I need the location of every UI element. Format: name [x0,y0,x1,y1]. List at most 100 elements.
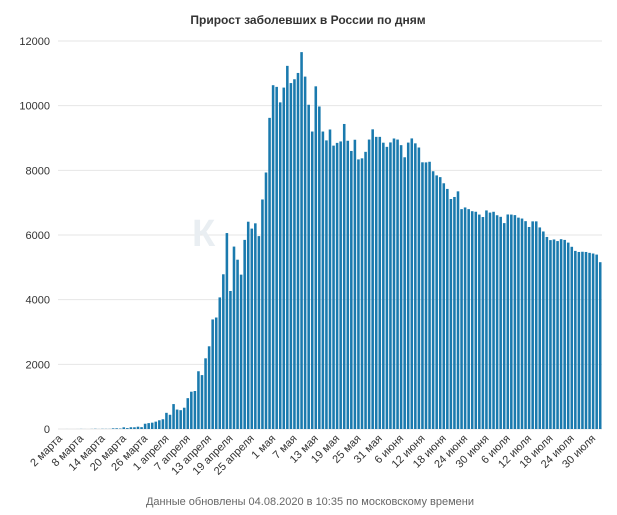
bar[interactable] [314,86,318,429]
bar[interactable] [424,162,428,429]
bar[interactable] [342,123,346,429]
bar[interactable] [261,199,264,429]
bar[interactable] [346,140,350,429]
bar[interactable] [232,246,236,429]
bar[interactable] [492,211,495,429]
bar[interactable] [467,209,470,429]
bar[interactable] [414,143,417,429]
bar[interactable] [165,412,168,429]
bar[interactable] [378,136,382,429]
bar[interactable] [488,212,492,429]
bar[interactable] [229,291,232,429]
bar[interactable] [186,398,190,429]
bar[interactable] [236,259,239,429]
bar[interactable] [460,209,463,429]
bar[interactable] [502,223,506,429]
bar[interactable] [438,177,442,429]
bar[interactable] [595,254,598,429]
bar[interactable] [211,319,214,429]
bar[interactable] [588,252,591,429]
bar[interactable] [399,145,403,429]
bar[interactable] [499,216,502,429]
bar[interactable] [350,150,353,429]
bar[interactable] [182,407,186,429]
bar[interactable] [453,196,456,429]
bar[interactable] [204,358,207,429]
bar[interactable] [239,274,243,429]
bar[interactable] [335,142,339,429]
bar[interactable] [154,421,158,429]
bar[interactable] [570,246,574,429]
bar[interactable] [218,297,222,429]
bar[interactable] [318,106,321,429]
bar[interactable] [129,427,133,429]
bar[interactable] [591,253,595,429]
bar[interactable] [158,420,161,429]
bar[interactable] [200,375,204,429]
bar[interactable] [584,251,588,429]
bar[interactable] [150,422,154,429]
bar[interactable] [563,239,566,429]
bar[interactable] [300,52,303,430]
bar[interactable] [367,139,371,430]
bar[interactable] [478,214,481,429]
bar[interactable] [474,211,478,429]
bar[interactable] [577,251,581,429]
bar[interactable] [307,104,310,429]
bar[interactable] [574,250,577,429]
bar[interactable] [446,188,449,429]
bar[interactable] [190,391,193,429]
bar[interactable] [406,142,410,429]
bar[interactable] [481,217,485,429]
bar[interactable] [257,236,261,429]
bar[interactable] [538,227,542,429]
bar[interactable] [122,427,126,429]
bar[interactable] [303,76,307,429]
bar[interactable] [115,428,118,429]
bar[interactable] [396,139,399,430]
bar[interactable] [321,131,325,429]
bar[interactable] [339,141,342,429]
bar[interactable] [485,210,488,429]
bar[interactable] [463,207,467,429]
bar[interactable] [328,129,332,430]
bar[interactable] [531,221,534,429]
bar[interactable] [506,214,510,429]
bar[interactable] [296,72,300,429]
bar[interactable] [495,215,499,429]
bar[interactable] [374,136,378,429]
bar[interactable] [456,191,460,429]
bar[interactable] [168,414,172,429]
bar[interactable] [111,428,115,429]
bar[interactable] [225,233,229,429]
bar[interactable] [598,262,602,429]
bar[interactable] [431,171,435,430]
bar[interactable] [581,251,584,429]
bar[interactable] [172,404,175,429]
bar[interactable] [282,87,286,429]
bar[interactable] [325,140,328,429]
bar[interactable] [435,175,438,429]
bar[interactable] [264,172,268,430]
bar[interactable] [410,138,414,430]
bar[interactable] [293,79,296,429]
bar[interactable] [250,228,254,429]
bar[interactable] [542,231,545,429]
bar[interactable] [193,391,197,429]
bar[interactable] [470,211,474,429]
bar[interactable] [403,157,406,429]
bar[interactable] [510,214,513,429]
bar[interactable] [392,138,396,430]
bar[interactable] [527,226,531,429]
bar[interactable] [517,217,520,429]
bar[interactable] [136,426,140,429]
bar[interactable] [271,85,275,429]
bar[interactable] [520,218,524,429]
bar[interactable] [449,199,453,429]
bar[interactable] [442,183,446,429]
bar[interactable] [197,371,200,429]
bar[interactable] [133,427,136,429]
bar[interactable] [364,151,367,429]
bar[interactable] [566,242,570,429]
bar[interactable] [556,241,559,429]
